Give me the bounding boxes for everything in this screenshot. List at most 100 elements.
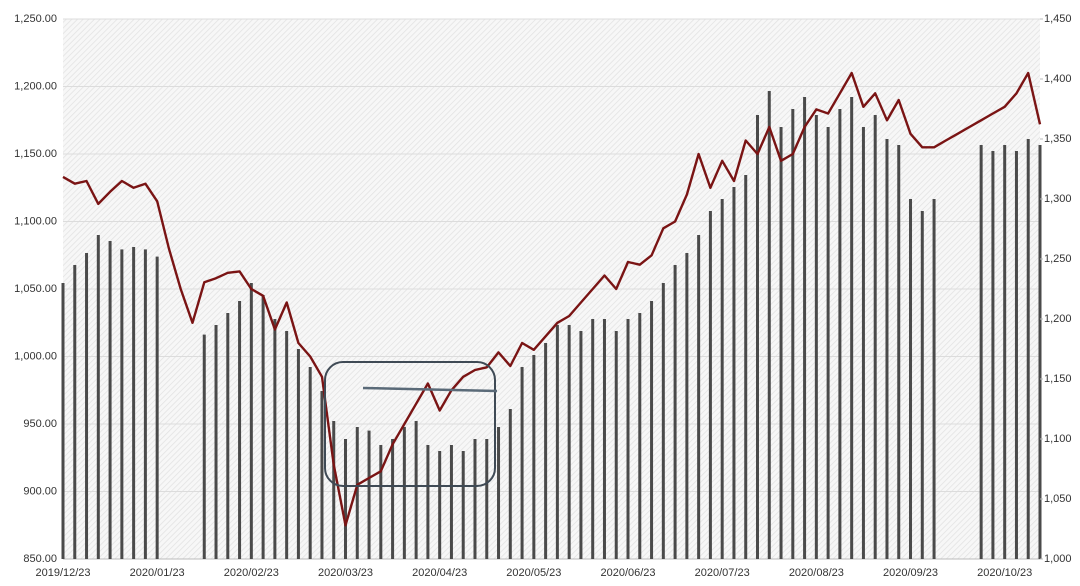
grid [63, 18, 1040, 560]
bar [320, 391, 324, 559]
bar [238, 301, 242, 559]
y-tick-label: 1,200.00 [14, 80, 57, 92]
y-tick-label: 1,100.00 [14, 215, 57, 227]
bar [591, 319, 595, 559]
bar [1026, 139, 1030, 559]
bar [861, 127, 865, 559]
x-tick-label: 2020/02/23 [224, 567, 279, 579]
y2-tick-label: 1,400 [1044, 73, 1072, 85]
bar [602, 319, 606, 559]
bars [61, 91, 1042, 559]
bar [1038, 145, 1042, 559]
bar [497, 427, 501, 559]
bar [155, 256, 159, 559]
x-tick-label: 2020/03/23 [318, 567, 373, 579]
bar [626, 319, 630, 559]
bar [744, 175, 748, 559]
bar [249, 283, 253, 559]
bar [426, 445, 430, 559]
y-tick-label: 1,250.00 [14, 13, 57, 25]
bar [791, 109, 795, 559]
y2-tick-label: 1,150 [1044, 373, 1072, 385]
x-tick-label: 2020/04/23 [412, 567, 467, 579]
bar [402, 427, 406, 559]
y2-tick-label: 1,250 [1044, 253, 1072, 265]
bar [120, 249, 124, 559]
y2-tick-label: 1,450 [1044, 13, 1072, 25]
bar [391, 439, 395, 559]
bar [544, 343, 548, 559]
bar [308, 367, 312, 559]
x-tick-label: 2020/07/23 [695, 567, 750, 579]
y2-tick-label: 1,200 [1044, 313, 1072, 325]
bar [555, 325, 559, 559]
x-tick-label: 2020/08/23 [789, 567, 844, 579]
bar [979, 145, 983, 559]
y-tick-label: 950.00 [23, 418, 57, 430]
y2-tick-label: 1,000 [1044, 553, 1072, 565]
bar [508, 409, 512, 559]
bar [697, 235, 701, 559]
bar [132, 247, 136, 559]
bar [214, 325, 218, 559]
bar [438, 451, 442, 559]
bar [673, 265, 677, 559]
bar [61, 283, 65, 559]
bar [108, 241, 112, 559]
y-tick-label: 1,000.00 [14, 350, 57, 362]
bar [296, 349, 300, 559]
bar [909, 199, 913, 559]
y2-tick-label: 1,050 [1044, 493, 1072, 505]
bar [579, 331, 583, 559]
bar [826, 127, 830, 559]
bar [226, 313, 230, 559]
bar [803, 97, 807, 559]
bar [873, 115, 877, 559]
bar [96, 235, 100, 559]
x-tick-label: 2020/05/23 [506, 567, 561, 579]
bar [1014, 151, 1018, 559]
bar [85, 253, 89, 559]
bar [767, 91, 771, 559]
bar [779, 127, 783, 559]
bar [850, 97, 854, 559]
lines [62, 71, 1042, 527]
y2-tick-label: 1,300 [1044, 193, 1072, 205]
bar [932, 199, 936, 559]
y-tick-label: 900.00 [23, 485, 57, 497]
bar [885, 139, 889, 559]
bar [732, 187, 736, 559]
bar [708, 211, 712, 559]
bar [661, 283, 665, 559]
bar [461, 451, 465, 559]
bar [685, 253, 689, 559]
x-tick-label: 2020/01/23 [130, 567, 185, 579]
bar [614, 331, 618, 559]
bar [485, 439, 489, 559]
y-tick-label: 1,050.00 [14, 283, 57, 295]
y2-tick-label: 1,350 [1044, 133, 1072, 145]
bar [143, 249, 147, 559]
bar [261, 295, 265, 559]
bar [344, 439, 348, 559]
bar [367, 430, 371, 559]
x-tick-label: 2020/10/23 [977, 567, 1032, 579]
bar [720, 199, 724, 559]
x-tick-label: 2019/12/23 [35, 567, 90, 579]
bar [73, 265, 77, 559]
bar [520, 367, 524, 559]
bar [991, 151, 995, 559]
bar [355, 427, 359, 559]
bar [449, 445, 453, 559]
x-tick-label: 2020/06/23 [600, 567, 655, 579]
labels: 850.00 900.00 950.00 1,000.00 1,050.00 1,100.… [14, 13, 1071, 579]
x-tick-label: 2020/09/23 [883, 567, 938, 579]
bar [332, 421, 336, 559]
bar [650, 301, 654, 559]
annotation-box [324, 361, 496, 487]
bar [920, 211, 924, 559]
bar [532, 355, 536, 559]
bar [379, 445, 383, 559]
bar [838, 109, 842, 559]
